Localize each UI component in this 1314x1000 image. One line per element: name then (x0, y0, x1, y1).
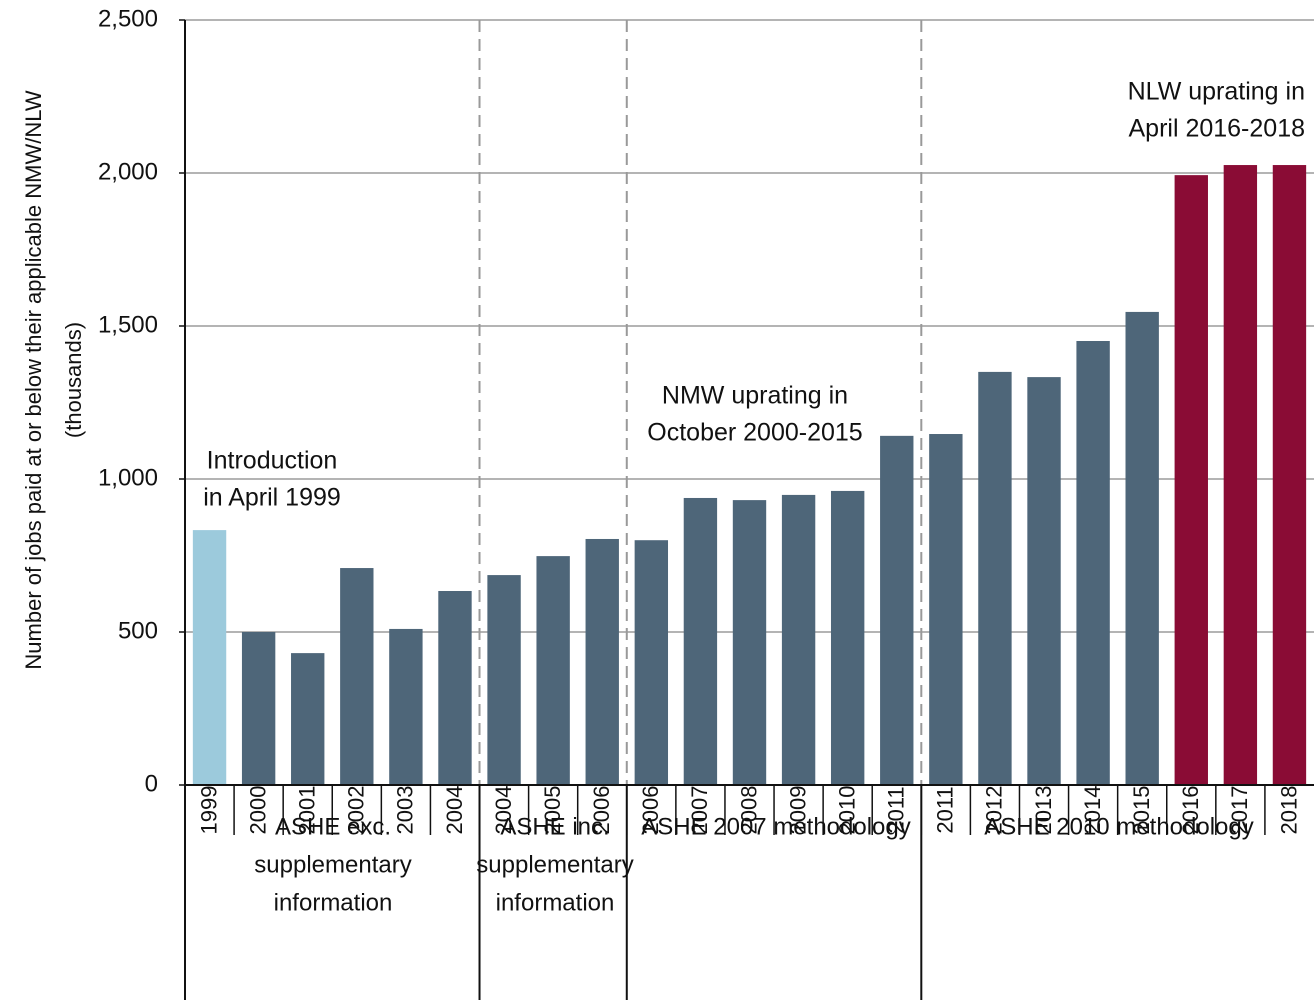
x-tick-label: 2007 (687, 786, 712, 835)
annotation: October 2000-2015 (647, 419, 862, 447)
group-label: ASHE inc. (500, 813, 609, 840)
bar (1223, 165, 1258, 785)
y-tick-label: 2,000 (98, 158, 158, 185)
x-tick-label: 2017 (1227, 786, 1252, 835)
annotation: NLW uprating in (1128, 78, 1305, 106)
bar (585, 538, 619, 785)
x-tick-label: 2016 (1178, 786, 1203, 835)
bar (1076, 340, 1110, 785)
x-tick-label: 2005 (540, 786, 565, 835)
x-tick-label: 2011 (884, 786, 909, 833)
x-tick-label: 2015 (1129, 786, 1154, 835)
x-tick-label: 2018 (1276, 786, 1301, 835)
bar (1125, 311, 1159, 785)
bar (929, 434, 963, 785)
x-tick-label: 2008 (736, 786, 761, 835)
y-tick-label: 1,000 (98, 464, 158, 491)
y-tick-label: 0 (145, 770, 158, 797)
bar (389, 628, 423, 785)
x-tick-label: 2010 (834, 786, 859, 835)
bar (340, 568, 374, 785)
bar (487, 575, 521, 785)
annotation: in April 1999 (203, 484, 341, 512)
group-label: supplementary (476, 851, 633, 878)
bar (192, 530, 227, 785)
annotation: Introduction (207, 447, 338, 475)
bar (830, 490, 865, 785)
bar (438, 590, 472, 785)
bar (732, 500, 767, 785)
bar (536, 556, 570, 785)
x-tick-label: 2011 (933, 786, 958, 833)
x-tick-label: 2002 (344, 786, 369, 835)
bar (781, 494, 816, 785)
x-tick-label: 2012 (982, 786, 1007, 835)
x-tick-label: 2014 (1080, 786, 1105, 835)
x-tick-label: 2006 (589, 786, 614, 835)
y-axis-label: (thousands) (61, 322, 86, 438)
y-tick-label: 500 (118, 617, 158, 644)
group-label: supplementary (254, 851, 411, 878)
x-tick-label: 2004 (442, 786, 467, 835)
x-tick-label: 2001 (295, 786, 320, 835)
x-tick-label: 1999 (196, 786, 221, 835)
bar (683, 497, 718, 785)
y-tick-label: 2,500 (98, 5, 158, 32)
x-tick-label: 2000 (245, 786, 270, 835)
bar (978, 371, 1012, 785)
y-axis-label: Number of jobs paid at or below their ap… (21, 90, 46, 669)
bar (291, 653, 325, 785)
x-tick-label: 2013 (1031, 786, 1056, 835)
y-tick-label: 1,500 (98, 311, 158, 338)
bar (241, 632, 276, 785)
group-label: information (274, 889, 393, 916)
annotation: April 2016-2018 (1128, 115, 1305, 143)
group-label: information (496, 889, 615, 916)
x-tick-label: 2009 (785, 786, 810, 835)
group-label: ASHE 2010 methodology (984, 813, 1254, 840)
group-label: ASHE 2007 methodology (641, 813, 911, 840)
x-tick-label: 2006 (638, 786, 663, 835)
bar (880, 435, 914, 785)
group-label: ASHE exc. (275, 813, 391, 840)
x-tick-label: 2004 (491, 786, 516, 835)
bar (1174, 175, 1208, 786)
bar (634, 540, 669, 785)
x-tick-label: 2003 (393, 786, 418, 835)
annotation: NMW uprating in (662, 382, 848, 410)
bar (1027, 377, 1061, 785)
bar (1272, 165, 1307, 785)
